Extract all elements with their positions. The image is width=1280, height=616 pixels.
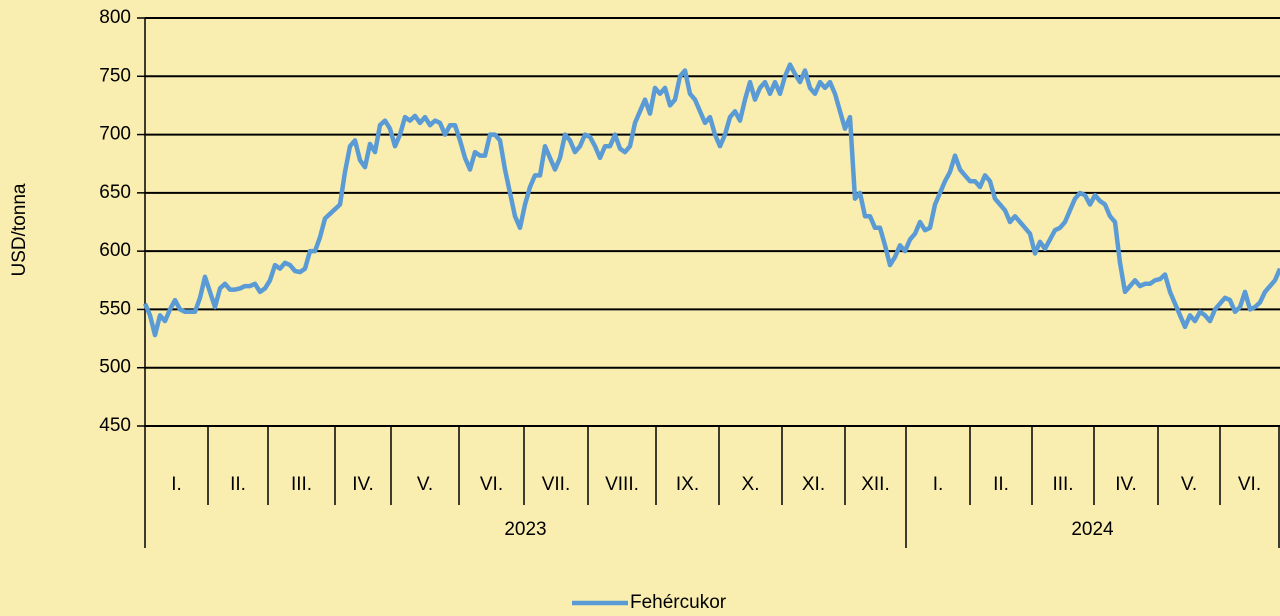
x-tick-label: II. — [993, 474, 1009, 495]
x-tick-label: III. — [1052, 474, 1073, 495]
y-tick-label: 800 — [99, 7, 131, 28]
y-tick-label: 500 — [99, 357, 131, 378]
x-tick-label: I. — [171, 474, 182, 495]
y-tick-label: 550 — [99, 298, 131, 319]
y-tick-label: 600 — [99, 240, 131, 261]
x-tick-label: III. — [291, 474, 312, 495]
y-axis-label: USD/tonna — [9, 183, 30, 276]
x-tick-label: VI. — [1238, 474, 1261, 495]
x-tick-label: X. — [742, 474, 760, 495]
line-series — [142, 62, 1280, 338]
y-tick-label: 700 — [99, 124, 131, 145]
x-tick-label: IV. — [1115, 474, 1137, 495]
x-tick-label: II. — [230, 474, 246, 495]
x-tick-label: V. — [417, 474, 433, 495]
x-tick-label: I. — [933, 474, 944, 495]
group-label: 2024 — [1071, 519, 1114, 540]
x-tick-label: V. — [1181, 474, 1197, 495]
y-tick-label: 650 — [99, 182, 131, 203]
x-tick-label: VI. — [480, 474, 503, 495]
x-tick-label: XII. — [861, 474, 890, 495]
x-tick-label: VIII. — [605, 474, 639, 495]
x-tick-label: IV. — [352, 474, 374, 495]
x-tick-label: XI. — [802, 474, 825, 495]
y-tick-label: 450 — [99, 415, 131, 436]
x-tick-label: VII. — [542, 474, 571, 495]
group-label: 2023 — [504, 519, 546, 540]
y-tick-label: 750 — [99, 65, 131, 86]
legend-label: Fehércukor — [630, 592, 727, 613]
x-tick-label: IX. — [676, 474, 699, 495]
